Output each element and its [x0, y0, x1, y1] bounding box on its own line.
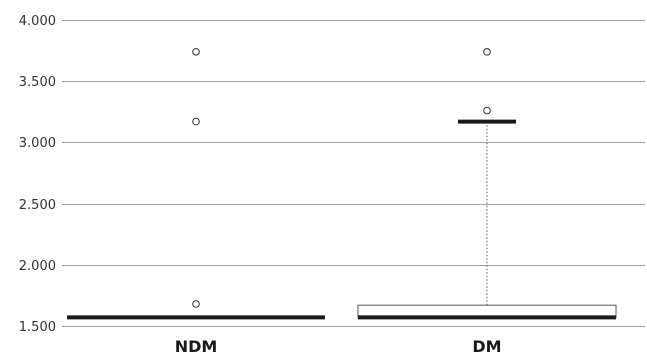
box-ndm	[67, 48, 325, 320]
y-axis-tick-labels: 1.500 2.000 2.500 3.000 3.500 4.000	[19, 14, 56, 335]
box-series	[67, 48, 617, 320]
box-dm	[357, 48, 617, 320]
outlier-point	[192, 300, 200, 308]
outlier-point	[483, 48, 491, 56]
grid-lines	[62, 20, 645, 327]
y-tick-label: 3.500	[19, 75, 56, 90]
y-tick-label: 2.000	[19, 259, 56, 274]
x-category-label: DM	[472, 337, 501, 356]
y-tick-label: 4.000	[19, 14, 56, 29]
x-axis-category-labels: NDM DM	[175, 337, 502, 356]
outlier-point	[192, 48, 200, 56]
y-tick-label: 1.500	[19, 320, 56, 335]
y-tick-label: 2.500	[19, 198, 56, 213]
outlier-point	[192, 117, 200, 126]
outlier-point	[483, 106, 491, 115]
x-category-label: NDM	[175, 337, 218, 356]
y-tick-label: 3.000	[19, 136, 56, 151]
